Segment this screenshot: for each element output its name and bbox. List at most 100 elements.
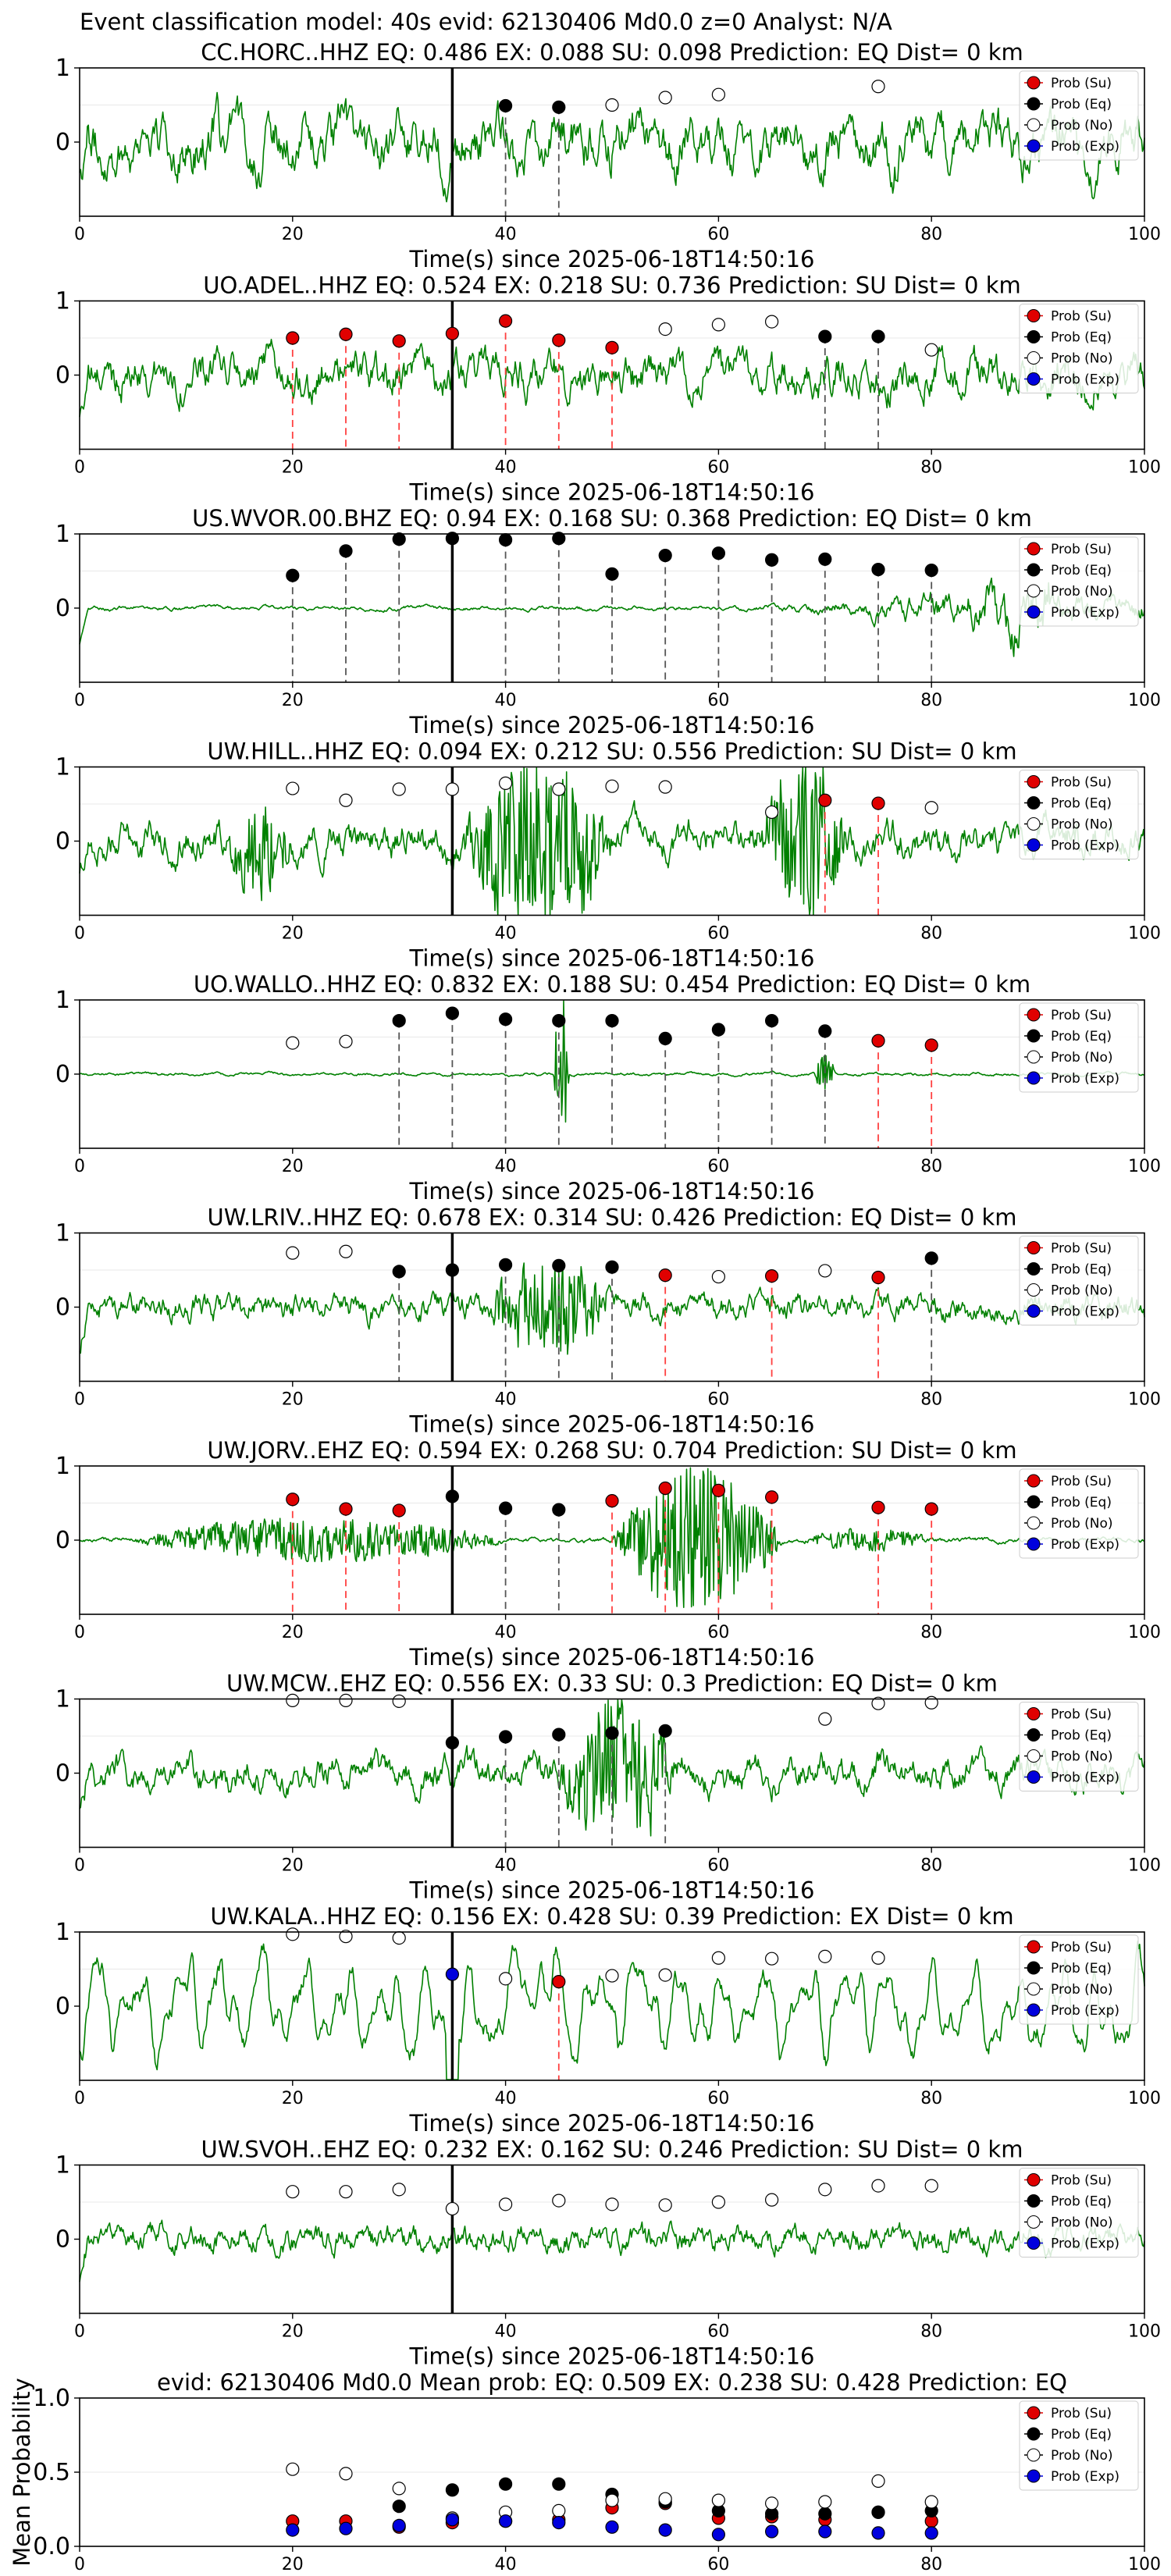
- prob-point-no: [339, 1930, 353, 1944]
- prob-point-eq: [392, 532, 406, 546]
- mean-prob-point-ex: [498, 2514, 513, 2528]
- legend-label: Prob (No): [1051, 1982, 1113, 1998]
- prob-point-eq: [498, 98, 513, 113]
- legend-label: Prob (Eq): [1051, 2427, 1112, 2443]
- prob-point-eq: [658, 1031, 672, 1046]
- prob-point-su: [286, 331, 300, 345]
- prob-point-eq: [711, 546, 726, 560]
- x-tick-label: 60: [707, 2089, 729, 2108]
- y-tick-label: 1: [55, 1453, 70, 1480]
- x-axis-label: Time(s) since 2025-06-18T14:50:16: [409, 2343, 815, 2370]
- x-tick-label: 40: [495, 924, 517, 944]
- x-tick-label: 0: [74, 458, 85, 478]
- x-tick-label: 80: [920, 1623, 942, 1642]
- legend-marker: [1027, 372, 1041, 386]
- prob-point-eq: [711, 1023, 726, 1037]
- prob-point-no: [339, 1693, 353, 1707]
- prob-point-eq: [552, 100, 566, 114]
- prob-point-no: [605, 2197, 619, 2211]
- prob-point-su: [658, 1268, 672, 1283]
- prob-point-eq: [498, 1012, 513, 1026]
- legend-marker: [1027, 1008, 1041, 1022]
- prob-point-su: [818, 793, 832, 807]
- y-tick-label: 1: [55, 1686, 70, 1713]
- y-tick-label: 0: [55, 129, 70, 156]
- prob-point-no: [392, 1694, 406, 1708]
- legend-label: Prob (Eq): [1051, 1728, 1112, 1744]
- legend-marker: [1027, 605, 1041, 619]
- y-tick-label: 1: [55, 521, 70, 548]
- prob-point-eq: [392, 1265, 406, 1279]
- legend-label: Prob (Su): [1051, 2173, 1112, 2189]
- prob-point-su: [658, 1481, 672, 1496]
- x-tick-label: 80: [920, 2322, 942, 2342]
- x-tick-label: 40: [495, 1157, 517, 1176]
- prob-point-no: [445, 782, 460, 796]
- x-tick-label: 100: [1128, 1623, 1161, 1642]
- legend-label: Prob (Exp): [1051, 1537, 1119, 1553]
- prob-point-eq: [445, 1735, 460, 1750]
- legend-marker: [1027, 1961, 1041, 1975]
- prob-point-su: [924, 1502, 938, 1516]
- legend-label: Prob (No): [1051, 817, 1113, 833]
- prob-point-su: [605, 1494, 619, 1508]
- y-tick-label: 1: [55, 288, 70, 315]
- mean-prob-point-no: [711, 2493, 726, 2507]
- x-tick-label: 40: [495, 1856, 517, 1876]
- panel-5: UO.WALLO..HHZ EQ: 0.832 EX: 0.188 SU: 0.…: [55, 971, 1161, 1204]
- legend-marker: [1027, 139, 1041, 153]
- legend-marker: [1027, 2215, 1041, 2229]
- legend-label: Prob (No): [1051, 1749, 1113, 1765]
- legend-label: Prob (Eq): [1051, 1262, 1112, 1278]
- prob-point-ex: [445, 1967, 460, 1981]
- mean-prob-point-no: [286, 2462, 300, 2476]
- waveform-trace: [79, 91, 1145, 203]
- x-axis-label: Time(s) since 2025-06-18T14:50:16: [409, 1178, 815, 1204]
- legend-label: Prob (Eq): [1051, 1495, 1112, 1510]
- mean-prob-point-ex: [871, 2526, 885, 2540]
- x-tick-label: 80: [920, 1157, 942, 1176]
- prob-point-no: [286, 1927, 300, 1941]
- panel-7: UW.JORV..EHZ EQ: 0.594 EX: 0.268 SU: 0.7…: [55, 1437, 1161, 1670]
- prob-point-no: [818, 1264, 832, 1278]
- prob-point-no: [658, 1968, 672, 1982]
- prob-point-eq: [605, 1013, 619, 1028]
- legend-label: Prob (Exp): [1051, 838, 1119, 854]
- mean-prob-point-eq: [445, 2483, 460, 2497]
- prob-point-su: [924, 1038, 938, 1052]
- y-tick-label: 0: [55, 1527, 70, 1554]
- x-tick-label: 80: [920, 691, 942, 710]
- panel-11: evid: 62130406 Md0.0 Mean prob: EQ: 0.50…: [9, 2369, 1161, 2574]
- legend-marker: [1027, 1241, 1041, 1254]
- legend-label: Prob (Exp): [1051, 1071, 1119, 1087]
- prob-point-eq: [445, 1489, 460, 1503]
- panels: CC.HORC..HHZ EQ: 0.486 EX: 0.088 SU: 0.0…: [9, 39, 1161, 2574]
- x-tick-label: 100: [1128, 1157, 1161, 1176]
- prob-point-eq: [605, 567, 619, 581]
- x-tick-label: 20: [282, 2555, 304, 2574]
- x-tick-label: 20: [282, 1623, 304, 1642]
- y-tick-label: 1: [55, 1220, 70, 1247]
- mean-prob-point-no: [924, 2495, 938, 2509]
- prob-point-eq: [498, 1258, 513, 1272]
- legend-marker: [1027, 1029, 1041, 1043]
- prob-point-eq: [445, 1263, 460, 1277]
- prob-point-su: [392, 1503, 406, 1517]
- prob-point-eq: [871, 329, 885, 343]
- axes-frame: [79, 67, 1145, 217]
- y-tick-label: 0: [55, 595, 70, 622]
- legend-marker: [1027, 1516, 1041, 1530]
- prob-point-su: [871, 796, 885, 810]
- y-tick-label: 0: [55, 1993, 70, 2020]
- prob-point-no: [658, 780, 672, 794]
- prob-point-eq: [498, 1730, 513, 1744]
- panel-1: CC.HORC..HHZ EQ: 0.486 EX: 0.088 SU: 0.0…: [55, 39, 1161, 272]
- x-tick-label: 100: [1128, 225, 1161, 244]
- legend-label: Prob (Su): [1051, 1474, 1112, 1489]
- legend-box: [1019, 1934, 1139, 2025]
- legend-marker: [1027, 542, 1041, 556]
- x-tick-label: 20: [282, 458, 304, 478]
- prob-point-su: [605, 340, 619, 354]
- mean-prob-point-no: [818, 2495, 832, 2509]
- prob-point-su: [871, 1034, 885, 1048]
